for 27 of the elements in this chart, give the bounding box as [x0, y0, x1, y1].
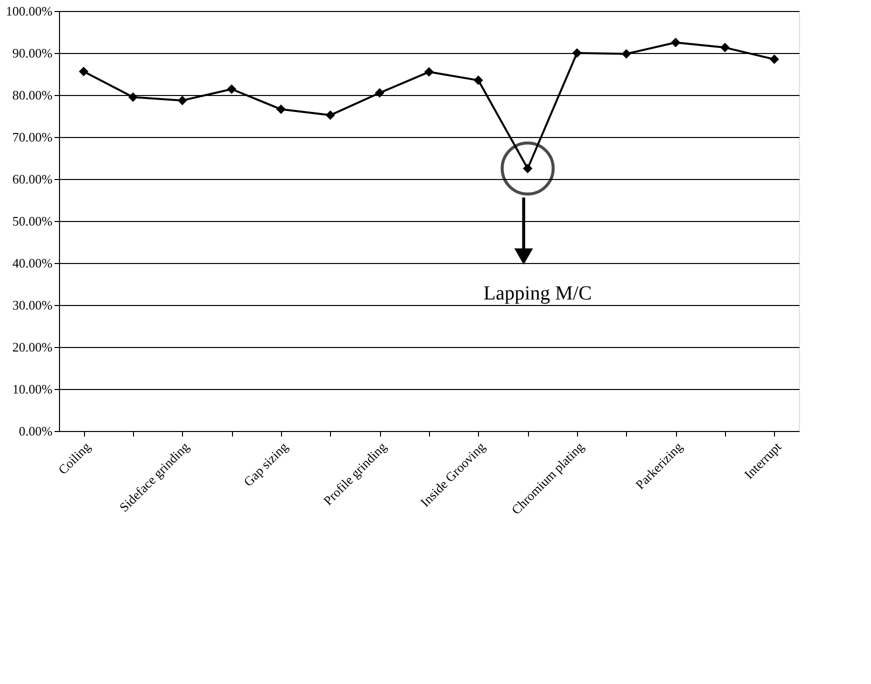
- point: [178, 96, 188, 106]
- y-tick-label: 40.00%: [12, 256, 53, 270]
- y-tick-label: 10.00%: [12, 382, 53, 396]
- annotation: Lapping M/C: [483, 282, 592, 304]
- point: [326, 110, 336, 120]
- y-tick-label: 30.00%: [12, 298, 53, 312]
- point: [474, 76, 484, 86]
- point: [770, 54, 780, 64]
- y-tick-label: 50.00%: [12, 214, 53, 228]
- point: [374, 88, 384, 98]
- point: [622, 49, 632, 59]
- y-tick-label: 60.00%: [12, 172, 53, 186]
- point: [128, 92, 138, 102]
- point: [670, 38, 680, 48]
- point: [720, 42, 730, 52]
- y-tick-label: 20.00%: [12, 340, 53, 354]
- y-tick-label: 70.00%: [12, 130, 53, 144]
- y-tick-label: 90.00%: [12, 46, 53, 60]
- point: [78, 66, 88, 76]
- point: [226, 84, 236, 94]
- point: [572, 48, 582, 58]
- point: [522, 164, 532, 174]
- y-tick-label: 80.00%: [12, 88, 53, 102]
- point: [424, 67, 434, 77]
- y-tick-label: 0.00%: [18, 424, 53, 438]
- y-tick-label: 100.00%: [6, 4, 53, 18]
- point: [276, 104, 286, 114]
